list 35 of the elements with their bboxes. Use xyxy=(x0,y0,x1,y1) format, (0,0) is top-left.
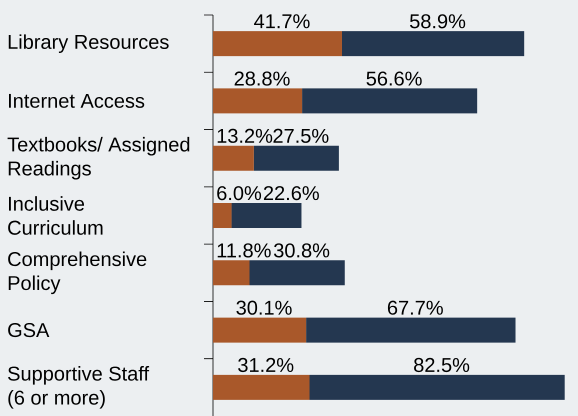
data-label: 30.1% xyxy=(236,300,292,315)
y-tick-label: Comprehensive Policy xyxy=(8,251,146,294)
bar xyxy=(310,374,565,400)
data-label: 30.8% xyxy=(274,243,330,258)
data-label: 27.5% xyxy=(273,128,328,143)
data-label: 13.2% xyxy=(218,128,272,143)
y-tick-label: Supportive Staff (6 or more) xyxy=(8,366,150,408)
data-label: 31.2% xyxy=(238,358,294,372)
bar xyxy=(302,88,478,114)
y-tick-label: Internet Access xyxy=(8,94,144,108)
bar xyxy=(213,260,250,286)
data-label: 11.8% xyxy=(218,243,271,258)
y-tick-label: GSA xyxy=(8,322,50,337)
data-label: 22.6% xyxy=(264,186,319,200)
bar xyxy=(254,146,339,171)
bar xyxy=(213,374,310,400)
y-tick-label: Textbooks/ Assigned Readings xyxy=(8,136,190,180)
data-label: 56.6% xyxy=(366,71,422,86)
bar xyxy=(213,146,254,171)
bar xyxy=(250,260,345,286)
bar xyxy=(232,202,302,228)
bar xyxy=(213,317,306,342)
bar xyxy=(213,88,302,114)
data-label: 67.7% xyxy=(388,300,443,315)
data-label: 41.7% xyxy=(254,14,310,28)
bar xyxy=(306,317,516,342)
bar xyxy=(213,202,232,228)
bar xyxy=(213,30,342,56)
data-label: 6.0% xyxy=(217,186,262,200)
data-label: 82.5% xyxy=(414,358,470,372)
y-tick-label: Inclusive Curriculum xyxy=(8,196,102,235)
bar xyxy=(342,30,524,56)
data-label: 28.8% xyxy=(234,71,290,86)
y-tick-label: Library Resources xyxy=(8,34,169,53)
data-label: 58.9% xyxy=(410,14,466,28)
